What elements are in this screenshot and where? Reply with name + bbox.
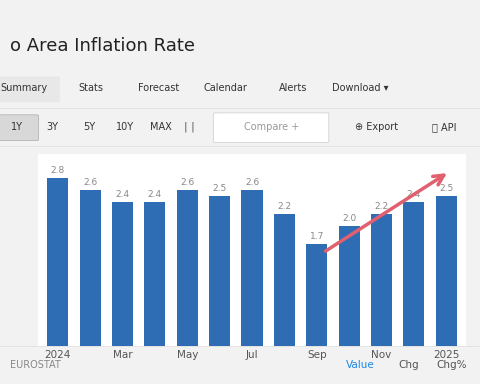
Text: 1Y: 1Y <box>11 122 23 132</box>
Bar <box>371 214 392 346</box>
Text: Calendar: Calendar <box>204 83 248 93</box>
Text: Value: Value <box>346 360 374 370</box>
Text: o Area Inflation Rate: o Area Inflation Rate <box>10 37 194 55</box>
Bar <box>144 202 166 346</box>
Text: 2.5: 2.5 <box>213 184 227 193</box>
Bar <box>209 195 230 346</box>
Text: Download ▾: Download ▾ <box>332 83 388 93</box>
Text: 10Y: 10Y <box>116 122 134 132</box>
Text: Alerts: Alerts <box>278 83 307 93</box>
Text: ⊕ Export: ⊕ Export <box>355 122 398 132</box>
FancyBboxPatch shape <box>214 113 329 142</box>
Text: 2.4: 2.4 <box>116 190 130 199</box>
Text: 2.8: 2.8 <box>51 166 65 175</box>
Text: MAX: MAX <box>150 122 172 132</box>
Bar <box>241 190 263 346</box>
Text: 1.7: 1.7 <box>310 232 324 241</box>
Text: Chg: Chg <box>398 360 419 370</box>
FancyBboxPatch shape <box>0 115 38 141</box>
Text: Summary: Summary <box>0 83 48 93</box>
FancyBboxPatch shape <box>0 76 60 102</box>
Bar <box>436 195 456 346</box>
Text: 2.5: 2.5 <box>439 184 453 193</box>
Text: EUROSTAT: EUROSTAT <box>10 360 60 370</box>
Bar <box>48 178 68 346</box>
Bar <box>403 202 424 346</box>
Bar <box>177 190 198 346</box>
Text: 2.2: 2.2 <box>277 202 291 211</box>
Text: 2.2: 2.2 <box>374 202 388 211</box>
Text: 2.4: 2.4 <box>148 190 162 199</box>
Text: 2.6: 2.6 <box>83 178 97 187</box>
Text: 5Y: 5Y <box>83 122 95 132</box>
Text: | |: | | <box>184 121 195 132</box>
Text: 2.6: 2.6 <box>245 178 259 187</box>
Text: 2.6: 2.6 <box>180 178 194 187</box>
Bar <box>112 202 133 346</box>
Text: Compare +: Compare + <box>243 122 299 132</box>
Text: Forecast: Forecast <box>138 83 179 93</box>
Text: 2.0: 2.0 <box>342 214 356 223</box>
Text: 2.4: 2.4 <box>407 190 421 199</box>
Text: 🗄 API: 🗄 API <box>432 122 456 132</box>
Bar <box>306 243 327 346</box>
Bar <box>80 190 101 346</box>
Bar <box>274 214 295 346</box>
Text: 3Y: 3Y <box>47 122 59 132</box>
Text: Stats: Stats <box>79 83 104 93</box>
Bar <box>338 226 360 346</box>
Text: Chg%: Chg% <box>437 360 468 370</box>
